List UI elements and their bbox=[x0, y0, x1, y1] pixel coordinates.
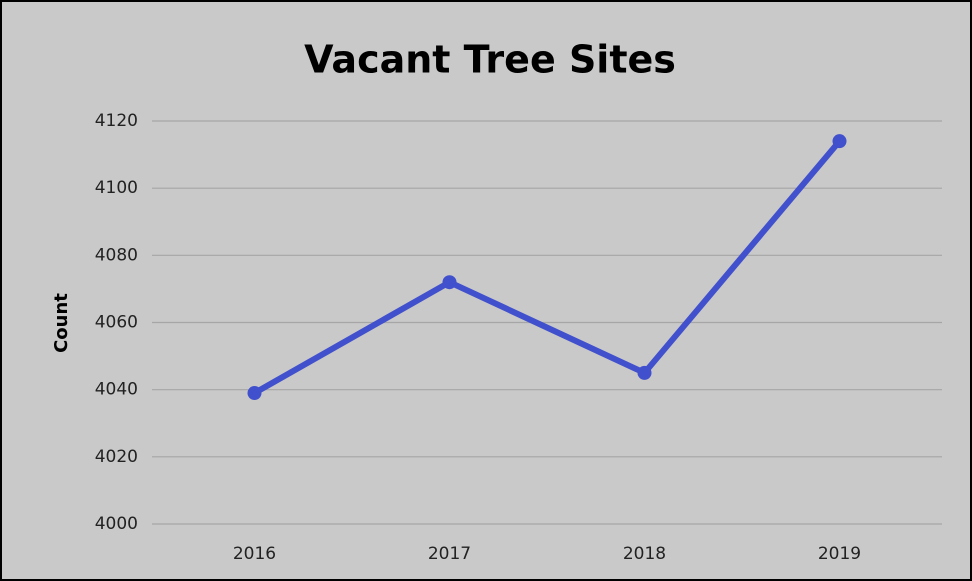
y-tick-label: 4080 bbox=[95, 245, 138, 265]
chart-title: Vacant Tree Sites bbox=[304, 38, 676, 82]
y-axis-label: Count bbox=[51, 293, 72, 353]
data-point bbox=[832, 134, 847, 149]
data-point bbox=[442, 275, 457, 290]
data-line bbox=[253, 139, 842, 396]
x-tick-label: 2017 bbox=[428, 544, 471, 564]
x-tick-label: 2018 bbox=[623, 544, 666, 564]
y-tick-label: 4020 bbox=[95, 447, 138, 467]
x-tick-label: 2019 bbox=[818, 544, 861, 564]
data-point bbox=[637, 365, 652, 380]
y-tick-label: 4100 bbox=[95, 178, 138, 198]
y-tick-label: 4040 bbox=[95, 380, 138, 400]
x-tick-label: 2016 bbox=[233, 544, 276, 564]
data-point bbox=[247, 386, 262, 401]
y-tick-label: 4120 bbox=[95, 111, 138, 131]
y-tick-label: 4000 bbox=[95, 514, 138, 534]
y-tick-label: 4060 bbox=[95, 313, 138, 333]
